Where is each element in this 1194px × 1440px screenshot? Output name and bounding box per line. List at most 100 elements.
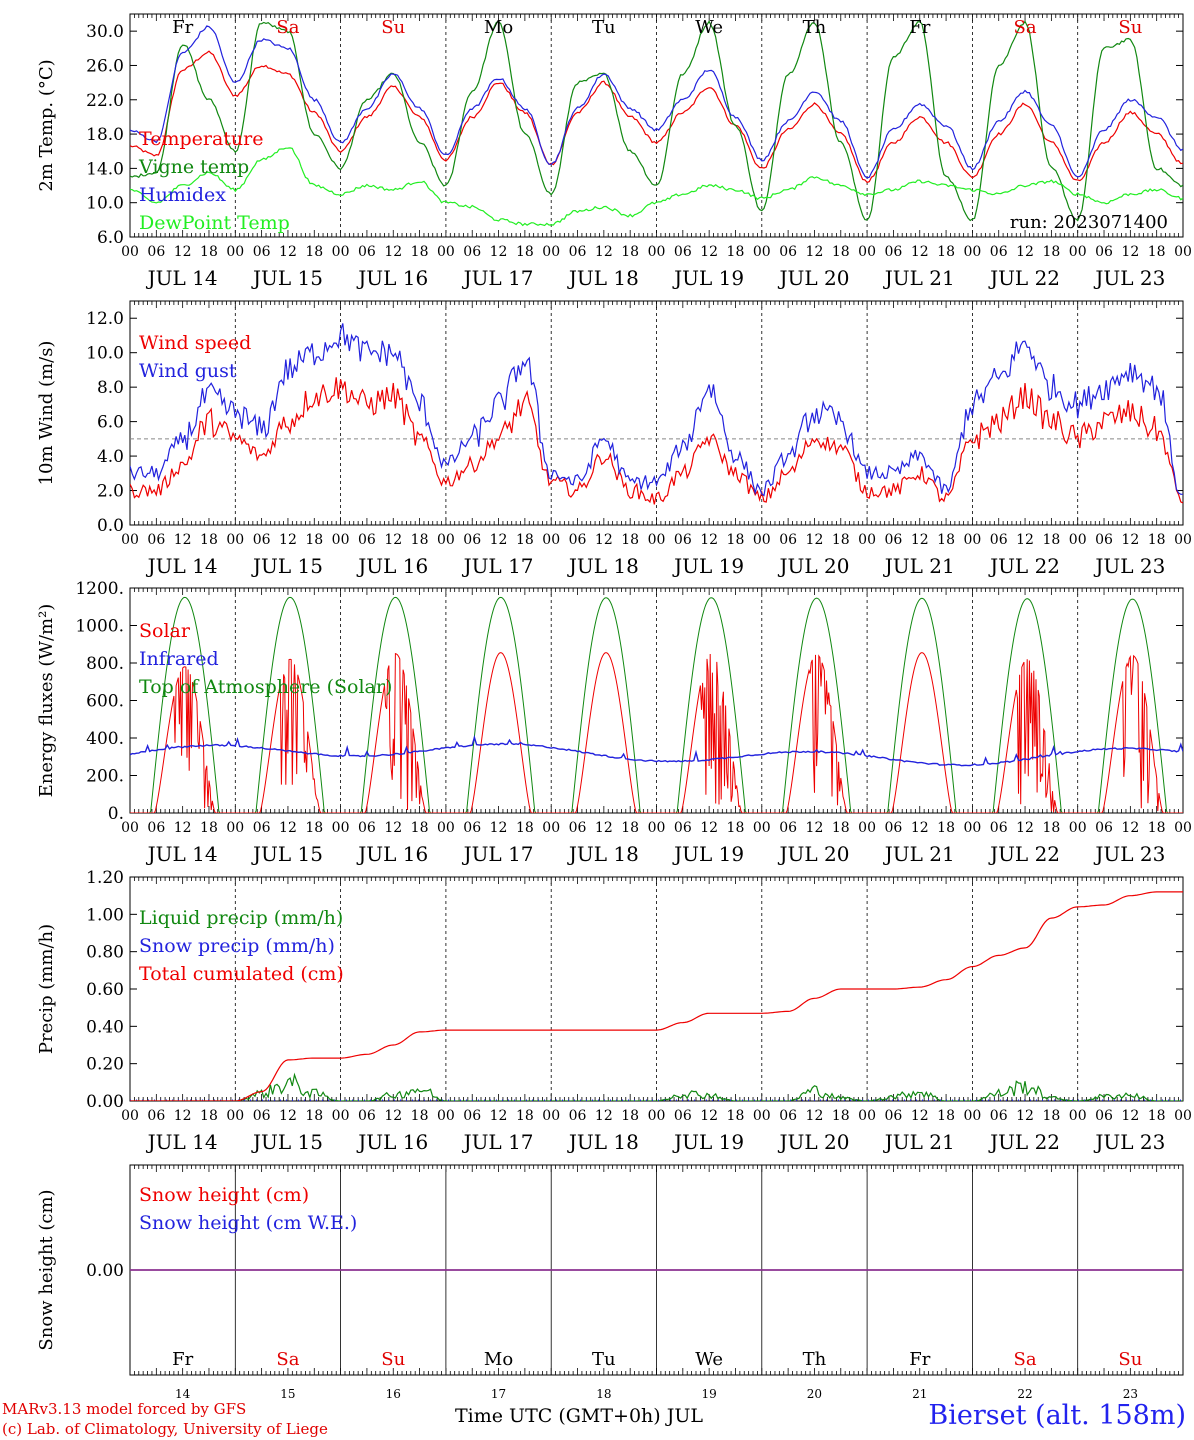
x-hour-label: 06 — [674, 820, 692, 836]
x-hour-label: 12 — [279, 244, 297, 260]
x-hour-label: 18 — [516, 532, 534, 548]
x-hour-label: 00 — [1174, 820, 1192, 836]
bottom-weekday-label: Sa — [1014, 1349, 1037, 1370]
x-hour-label: 00 — [332, 532, 350, 548]
y-tick-label: 2.0 — [97, 482, 124, 502]
x-hour-label: 00 — [332, 820, 350, 836]
x-date-label: JUL 21 — [883, 842, 955, 866]
series-total-cumulated-cm- — [130, 891, 1183, 1101]
weekday-label: We — [695, 17, 723, 38]
x-hour-label: 00 — [1069, 1108, 1087, 1124]
x-date-label: JUL 19 — [672, 554, 744, 578]
bottom-day-label: 15 — [280, 1387, 295, 1401]
x-hour-label: 00 — [437, 244, 455, 260]
x-hour-label: 00 — [648, 532, 666, 548]
x-hour-label: 18 — [1042, 244, 1060, 260]
x-hour-label: 00 — [963, 820, 981, 836]
x-date-label: JUL 14 — [146, 266, 218, 290]
x-hour-label: 00 — [858, 532, 876, 548]
x-hour-label: 12 — [279, 820, 297, 836]
x-hour-label: 18 — [937, 1108, 955, 1124]
x-hour-label: 18 — [200, 244, 218, 260]
x-hour-label: 06 — [147, 532, 165, 548]
x-hour-label: 12 — [279, 532, 297, 548]
x-hour-label: 06 — [569, 820, 587, 836]
x-hour-label: 18 — [727, 820, 745, 836]
bottom-day-label: 19 — [702, 1387, 717, 1401]
y-tick-label: 30.0 — [86, 22, 124, 42]
x-hour-label: 18 — [411, 244, 429, 260]
series-toa — [130, 596, 1183, 813]
wind-frame — [129, 300, 1184, 526]
run-label: run: 2023071400 — [1010, 212, 1168, 233]
bottom-weekday-label: Fr — [172, 1349, 193, 1370]
y-tick-label: 0.80 — [86, 943, 124, 963]
x-hour-label: 00 — [226, 820, 244, 836]
x-date-label: JUL 23 — [1093, 842, 1165, 866]
x-hour-label: 12 — [595, 820, 613, 836]
x-date-label: JUL 19 — [672, 1130, 744, 1154]
x-hour-label: 18 — [305, 532, 323, 548]
bottom-day-label: 16 — [386, 1387, 401, 1401]
x-hour-label: 18 — [1148, 244, 1166, 260]
temp-frame — [129, 13, 1184, 238]
y-tick-label: 0.00 — [86, 1092, 124, 1112]
x-hour-label: 06 — [885, 820, 903, 836]
x-hour-label: 18 — [411, 532, 429, 548]
y-axis-label: 2m Temp. (°C) — [36, 59, 57, 191]
weekday-label: Fr — [172, 17, 193, 38]
y-tick-label: 0. — [108, 804, 124, 824]
x-hour-label: 18 — [1042, 1108, 1060, 1124]
x-hour-label: 18 — [1042, 820, 1060, 836]
x-hour-label: 18 — [832, 820, 850, 836]
legend-entry: DewPoint Temp — [139, 212, 290, 234]
x-hour-label: 00 — [121, 244, 139, 260]
x-date-label: JUL 14 — [146, 842, 218, 866]
x-hour-label: 18 — [1148, 1108, 1166, 1124]
precip-plot-area — [130, 891, 1183, 1101]
x-hour-label: 12 — [384, 820, 402, 836]
x-hour-label: 06 — [674, 1108, 692, 1124]
x-hour-label: 06 — [147, 1108, 165, 1124]
x-hour-label: 00 — [226, 244, 244, 260]
x-hour-label: 18 — [937, 244, 955, 260]
x-hour-label: 12 — [1121, 1108, 1139, 1124]
x-hour-label: 00 — [121, 532, 139, 548]
x-hour-label: 06 — [990, 244, 1008, 260]
x-hour-label: 00 — [858, 244, 876, 260]
x-hour-label: 06 — [147, 820, 165, 836]
y-tick-label: 800. — [86, 654, 124, 674]
y-tick-label: 1000. — [75, 617, 124, 637]
x-hour-label: 00 — [1174, 1108, 1192, 1124]
x-hour-label: 12 — [490, 244, 508, 260]
temp-plot-area — [130, 20, 1183, 227]
y-tick-label: 1.20 — [86, 868, 124, 888]
x-hour-label: 06 — [569, 532, 587, 548]
x-date-label: JUL 19 — [672, 842, 744, 866]
x-hour-label: 12 — [1016, 1108, 1034, 1124]
x-hour-label: 00 — [121, 1108, 139, 1124]
y-tick-label: 0.0 — [97, 516, 124, 536]
x-hour-label: 00 — [437, 820, 455, 836]
x-hour-label: 12 — [595, 1108, 613, 1124]
x-date-label: JUL 20 — [777, 554, 849, 578]
energy-plot-area — [130, 596, 1183, 813]
x-hour-label: 00 — [753, 244, 771, 260]
x-hour-label: 06 — [253, 532, 271, 548]
x-hour-label: 06 — [569, 244, 587, 260]
bottom-day-label: 14 — [175, 1387, 191, 1401]
x-hour-label: 06 — [990, 820, 1008, 836]
bottom-weekday-label: Su — [1118, 1349, 1142, 1370]
legend-entry: Snow precip (mm/h) — [139, 935, 335, 957]
x-hour-label: 18 — [832, 1108, 850, 1124]
legend-entry: Total cumulated (cm) — [139, 963, 344, 985]
x-hour-label: 12 — [911, 1108, 929, 1124]
legend-entry: Wind gust — [139, 360, 237, 382]
x-hour-label: 06 — [1095, 532, 1113, 548]
x-hour-label: 06 — [779, 244, 797, 260]
y-tick-label: 0.20 — [86, 1055, 124, 1075]
x-hour-label: 12 — [911, 532, 929, 548]
weekday-label: Su — [1118, 17, 1142, 38]
weekday-label: Tu — [592, 17, 616, 38]
